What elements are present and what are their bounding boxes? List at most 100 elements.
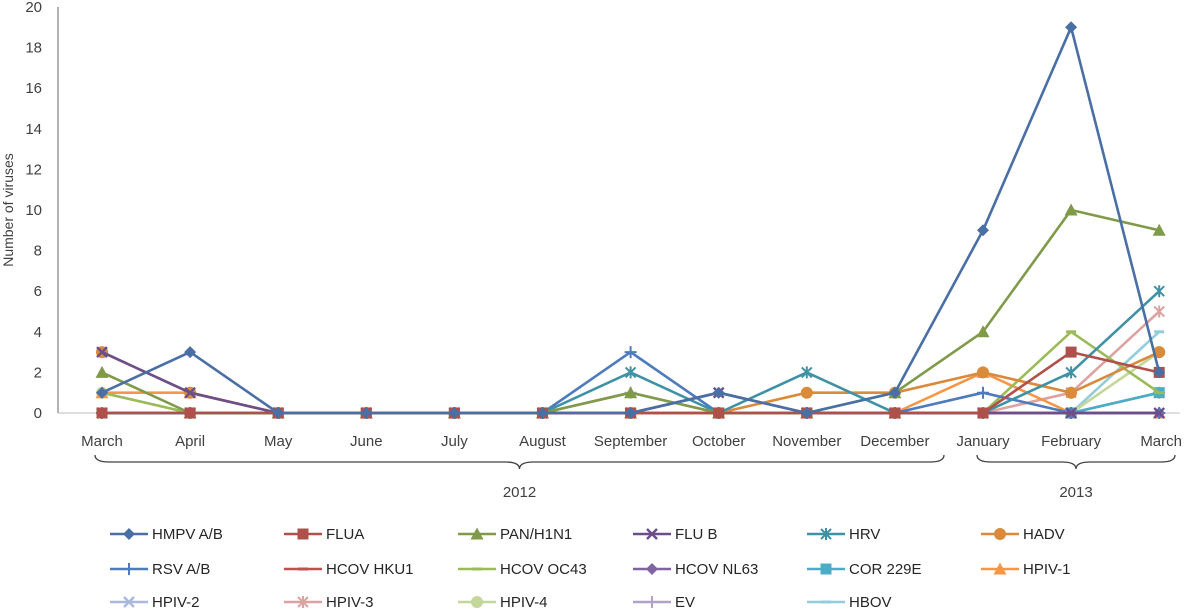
x-tick-label: April (175, 433, 205, 450)
legend-item: HPIV-3 (284, 594, 374, 609)
data-point (536, 407, 549, 419)
y-tick-label: 0 (34, 405, 42, 422)
data-point (977, 366, 989, 379)
x-tick-label: March (1140, 433, 1182, 450)
legend-item: COR 229E (807, 561, 922, 578)
legend-label: PAN/H1N1 (500, 526, 572, 543)
legend-item: HCOV HKU1 (284, 561, 414, 578)
data-point (297, 596, 309, 608)
data-point (1065, 407, 1077, 419)
data-point (624, 346, 637, 359)
legend-label: FLU B (675, 526, 718, 543)
legend-item: HMPV A/B (110, 526, 223, 543)
x-tick-label: February (1041, 433, 1102, 450)
legend-label: HPIV-2 (152, 594, 200, 609)
data-point (1066, 330, 1077, 334)
x-tick-label: July (441, 433, 468, 450)
data-point (821, 600, 831, 604)
data-point (1065, 386, 1078, 399)
legend-item: HCOV OC43 (458, 561, 587, 578)
data-point (184, 386, 196, 399)
data-point (1065, 346, 1077, 358)
data-point (993, 562, 1007, 575)
legend-item: HPIV-4 (458, 594, 548, 609)
data-point (713, 407, 725, 419)
data-point (96, 346, 108, 358)
legend-item: HPIV-1 (981, 561, 1071, 578)
legend-item: HPIV-2 (110, 594, 200, 609)
data-point (1153, 305, 1165, 318)
data-point (889, 407, 901, 419)
x-tick-label: August (519, 433, 567, 450)
legend-item: EV (633, 594, 695, 609)
legend-label: HPIV-3 (326, 594, 374, 609)
data-point (1154, 391, 1165, 395)
data-point (123, 563, 135, 575)
data-point (123, 528, 135, 540)
data-point (820, 528, 832, 540)
data-point (820, 563, 832, 575)
data-point (471, 596, 483, 608)
year-label: 2013 (1059, 484, 1092, 501)
legend-label: HRV (849, 526, 880, 543)
legend-label: HPIV-1 (1023, 561, 1071, 578)
data-point (1065, 21, 1078, 34)
data-point (624, 407, 637, 419)
legend-item: HADV (981, 526, 1065, 543)
data-point (888, 386, 901, 399)
data-point (977, 224, 989, 237)
data-point (800, 407, 813, 419)
data-point (1065, 366, 1077, 379)
y-tick-label: 8 (34, 243, 42, 260)
year-brace (976, 454, 1176, 470)
legend-label: HMPV A/B (152, 526, 223, 543)
x-tick-label: May (264, 433, 293, 450)
series-hmpv-a-b (96, 21, 1166, 419)
data-point (624, 366, 637, 379)
data-point (95, 365, 109, 378)
series-line (101, 208, 1160, 415)
legend-item: HBOV (807, 594, 892, 609)
legend-label: RSV A/B (152, 561, 210, 578)
data-point (800, 386, 813, 399)
legend-label: EV (675, 594, 695, 609)
y-tick-label: 6 (34, 283, 42, 300)
data-point (977, 407, 989, 419)
data-point (1064, 203, 1078, 216)
data-point (976, 325, 990, 338)
x-tick-label: September (594, 433, 667, 450)
legend-label: HPIV-4 (500, 594, 548, 609)
data-point (96, 386, 108, 399)
chart-axes: 0 2 4 6 8 10 12 14 16 18 20 Number of viruses March A… (0, 0, 1182, 450)
y-tick-label: 18 (25, 40, 42, 57)
data-point (184, 346, 197, 359)
y-tick-label: 10 (25, 202, 42, 219)
y-tick-label: 12 (25, 161, 42, 178)
y-tick-label: 20 (25, 0, 42, 16)
data-point (298, 567, 308, 571)
data-point (646, 528, 658, 540)
legend-item: PAN/H1N1 (458, 526, 572, 543)
legend-item: HRV (807, 526, 880, 543)
series-pan-h1n1 (95, 203, 1166, 419)
data-point (96, 407, 108, 419)
legend-item: FLU B (633, 526, 718, 543)
data-point (297, 528, 309, 540)
y-axis-title: Number of viruses (0, 153, 16, 267)
year-brace (94, 454, 945, 470)
data-point (1152, 223, 1166, 236)
legend-label: HBOV (849, 594, 892, 609)
data-point (1153, 407, 1166, 419)
data-point (472, 567, 482, 571)
data-point (1153, 285, 1165, 298)
legend-label: COR 229E (849, 561, 922, 578)
data-point (272, 407, 285, 419)
data-point (994, 528, 1006, 540)
x-tick-label: June (350, 433, 383, 450)
data-point (1153, 346, 1166, 359)
data-point (801, 366, 813, 379)
x-tick-label: March (81, 433, 123, 450)
x-tick-label: October (692, 433, 745, 450)
x-tick-label: December (860, 433, 929, 450)
